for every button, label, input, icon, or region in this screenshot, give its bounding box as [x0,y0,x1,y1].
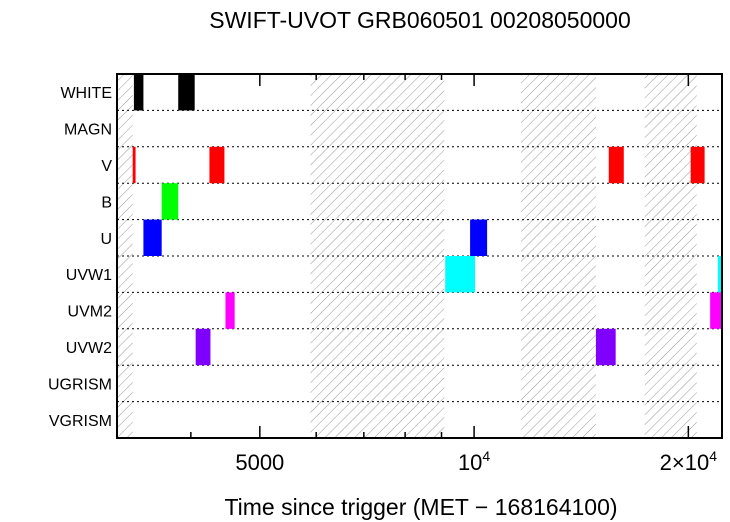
x-axis-label: Time since trigger (MET − 168164100) [224,494,617,520]
exposure-bar-u [470,219,488,256]
exposure-bar-b [161,183,179,220]
exposure-bar-white [133,74,144,111]
exposure-bar-uvw1 [445,256,476,293]
plot-frame [116,73,723,439]
exposure-bar-uvm2 [225,292,235,329]
y-label-uvw1: UVW1 [66,267,112,284]
y-label-uvm2: UVM2 [68,304,113,321]
exposure-bar-uvw1 [717,256,722,293]
exposure-bar-uvw2 [195,328,211,366]
x-tick-label: 5000 [235,450,284,475]
y-label-magn: MAGN [64,122,112,139]
y-label-vgrism: VGRISM [49,413,112,430]
exposure-bar-uvw2 [595,328,616,366]
exposure-bar-v [209,146,225,184]
exposure-bar-uvm2 [710,292,722,329]
x-tick-label: 2×104 [660,448,718,475]
chart-title: SWIFT-UVOT GRB060501 00208050000 [209,7,630,33]
y-label-u: U [100,231,112,248]
y-label-white: WHITE [60,85,112,102]
exposure-bar-white [178,74,195,111]
hatched-region [117,74,133,438]
y-label-v: V [101,158,112,175]
exposure-bar-u [143,219,162,256]
exposure-bar-v [690,146,705,184]
y-label-b: B [101,194,112,211]
x-axis-ticks: 5000 104 2×104 [190,74,718,475]
y-axis-labels: WHITE MAGN V B U UVW1 UVM2 UVW2 UGRISM VGRISM [48,85,112,430]
y-label-ugrism: UGRISM [48,376,112,393]
exposure-bar-v [608,146,624,184]
y-label-uvw2: UVW2 [66,340,112,357]
x-tick-label: 104 [458,448,490,475]
exposure-bars [132,74,722,366]
exposure-bar-v [132,146,136,184]
